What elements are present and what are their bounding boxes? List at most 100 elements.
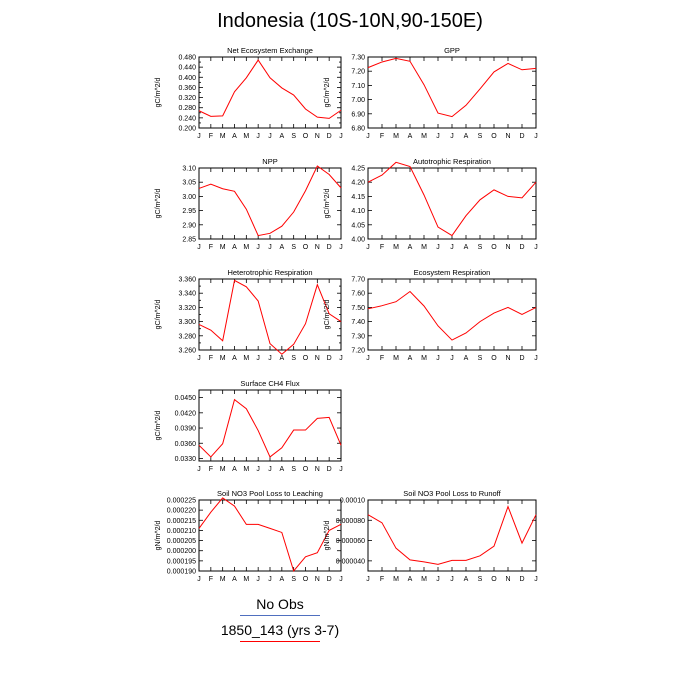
surface-ch4-flux-month-label: O	[303, 466, 309, 473]
autotrophic-respiration-month-label: O	[491, 244, 497, 251]
soil-no3-pool-loss-to-leaching-month-label: J	[339, 576, 343, 583]
heterotrophic-respiration-month-label: S	[291, 355, 296, 362]
surface-ch4-flux-month-label: D	[327, 466, 332, 473]
gpp-ytick-label: 7.20	[351, 69, 365, 76]
ecosystem-respiration-month-label: A	[464, 355, 469, 362]
autotrophic-respiration-month-label: F	[380, 244, 384, 251]
npp-ytick-label: 3.00	[182, 194, 196, 201]
soil-no3-pool-loss-to-leaching-month-label: A	[279, 576, 284, 583]
soil-no3-pool-loss-to-leaching-ytick-label: 0.000200	[167, 548, 196, 555]
net-ecosystem-exchange-month-label: M	[243, 133, 249, 140]
npp-ytick-label: 2.90	[182, 222, 196, 229]
gpp-month-label: O	[491, 133, 497, 140]
autotrophic-respiration-month-label: N	[505, 244, 510, 251]
npp-month-label: J	[197, 244, 201, 251]
npp-frame	[198, 167, 342, 240]
heterotrophic-respiration-month-label: J	[339, 355, 343, 362]
net-ecosystem-exchange-ylabel: gC/m^2/d	[155, 78, 162, 108]
net-ecosystem-exchange-month-label: N	[315, 133, 320, 140]
ecosystem-respiration-month-label: J	[534, 355, 538, 362]
page-title: Indonesia (10S-10N,90-150E)	[217, 10, 483, 32]
npp-month-label: J	[268, 244, 272, 251]
soil-no3-pool-loss-to-leaching-ylabel: gN/m^2/d	[155, 521, 162, 551]
net-ecosystem-exchange-month-label: A	[232, 133, 237, 140]
ecosystem-respiration-ytick-label: 7.60	[351, 291, 365, 298]
gpp-month-label: J	[450, 133, 454, 140]
gpp-month-label: J	[436, 133, 440, 140]
heterotrophic-respiration-title: Heterotrophic Respiration	[227, 268, 312, 277]
soil-no3-pool-loss-to-leaching-month-label: O	[303, 576, 309, 583]
surface-ch4-flux-month-label: M	[243, 466, 249, 473]
heterotrophic-respiration-ylabel: gC/m^2/d	[155, 300, 162, 330]
surface-ch4-flux-series-line	[198, 398, 342, 458]
heterotrophic-respiration-series-line	[198, 279, 342, 355]
soil-no3-pool-loss-to-leaching-ytick-label: 0.000205	[167, 538, 196, 545]
surface-ch4-flux-frame	[198, 389, 342, 462]
npp-month-label: D	[327, 244, 332, 251]
ecosystem-respiration-month-label: M	[421, 355, 427, 362]
soil-no3-pool-loss-to-leaching-ytick-label: 0.000220	[167, 508, 196, 515]
net-ecosystem-exchange-ytick-label: 0.240	[178, 115, 196, 122]
net-ecosystem-exchange-month-label: S	[291, 133, 296, 140]
soil-no3-pool-loss-to-runoff-month-label: J	[366, 576, 370, 583]
autotrophic-respiration-month-label: A	[408, 244, 413, 251]
soil-no3-pool-loss-to-leaching-series-line	[198, 497, 342, 573]
soil-no3-pool-loss-to-runoff-month-label: N	[505, 576, 510, 583]
surface-ch4-flux-month-label: F	[209, 466, 213, 473]
autotrophic-respiration-ytick-label: 4.25	[351, 166, 365, 173]
gpp-month-label: A	[464, 133, 469, 140]
soil-no3-pool-loss-to-leaching-month-label: A	[232, 576, 237, 583]
heterotrophic-respiration-ytick-label: 3.260	[178, 348, 196, 355]
npp-month-label: S	[291, 244, 296, 251]
soil-no3-pool-loss-to-leaching-month-label: S	[291, 576, 296, 583]
net-ecosystem-exchange-title: Net Ecosystem Exchange	[227, 46, 313, 55]
ecosystem-respiration-ylabel: gC/m^2/d	[324, 300, 331, 330]
ecosystem-respiration-month-label: S	[478, 355, 483, 362]
net-ecosystem-exchange-ytick-label: 0.200	[178, 126, 196, 133]
soil-no3-pool-loss-to-runoff-ytick-label: 0.000060	[336, 538, 365, 545]
net-ecosystem-exchange-ytick-label: 0.360	[178, 85, 196, 92]
autotrophic-respiration-month-label: M	[421, 244, 427, 251]
net-ecosystem-exchange-ytick-label: 0.440	[178, 65, 196, 72]
heterotrophic-respiration-month-label: O	[303, 355, 309, 362]
gpp-series-line	[367, 57, 537, 118]
net-ecosystem-exchange-month-label: F	[209, 133, 213, 140]
npp-ytick-label: 3.05	[182, 180, 196, 187]
heterotrophic-respiration-month-label: M	[220, 355, 226, 362]
heterotrophic-respiration-month-label: D	[327, 355, 332, 362]
autotrophic-respiration-ytick-label: 4.05	[351, 222, 365, 229]
soil-no3-pool-loss-to-runoff-ylabel: gN/m^2/d	[324, 521, 331, 551]
net-ecosystem-exchange-ytick-label: 0.400	[178, 75, 196, 82]
heterotrophic-respiration-month-label: N	[315, 355, 320, 362]
autotrophic-respiration-month-label: A	[464, 244, 469, 251]
gpp-month-label: D	[519, 133, 524, 140]
npp-ytick-label: 2.95	[182, 208, 196, 215]
surface-ch4-flux-month-label: S	[291, 466, 296, 473]
npp-ytick-label: 2.85	[182, 237, 196, 244]
ecosystem-respiration-month-label: J	[366, 355, 370, 362]
soil-no3-pool-loss-to-leaching-ytick-label: 0.000225	[167, 498, 196, 505]
ecosystem-respiration-series-line	[367, 290, 537, 341]
gpp-ytick-label: 7.00	[351, 97, 365, 104]
net-ecosystem-exchange-month-label: M	[220, 133, 226, 140]
autotrophic-respiration-month-label: J	[450, 244, 454, 251]
soil-no3-pool-loss-to-leaching-title: Soil NO3 Pool Loss to Leaching	[217, 489, 323, 498]
soil-no3-pool-loss-to-runoff-month-label: J	[450, 576, 454, 583]
npp-month-label: F	[209, 244, 213, 251]
gpp-ytick-label: 6.80	[351, 126, 365, 133]
net-ecosystem-exchange-ytick-label: 0.320	[178, 95, 196, 102]
npp-series-line	[198, 165, 342, 237]
soil-no3-pool-loss-to-runoff-series-line	[367, 505, 537, 565]
heterotrophic-respiration-month-label: F	[209, 355, 213, 362]
gpp-month-label: N	[505, 133, 510, 140]
net-ecosystem-exchange-ytick-label: 0.480	[178, 55, 196, 62]
surface-ch4-flux-month-label: N	[315, 466, 320, 473]
soil-no3-pool-loss-to-leaching-month-label: D	[327, 576, 332, 583]
soil-no3-pool-loss-to-runoff-month-label: A	[408, 576, 413, 583]
gpp-month-label: S	[478, 133, 483, 140]
npp-month-label: N	[315, 244, 320, 251]
surface-ch4-flux-month-label: J	[197, 466, 201, 473]
npp-month-label: A	[232, 244, 237, 251]
autotrophic-respiration-month-label: M	[393, 244, 399, 251]
gpp-ytick-label: 7.30	[351, 55, 365, 62]
